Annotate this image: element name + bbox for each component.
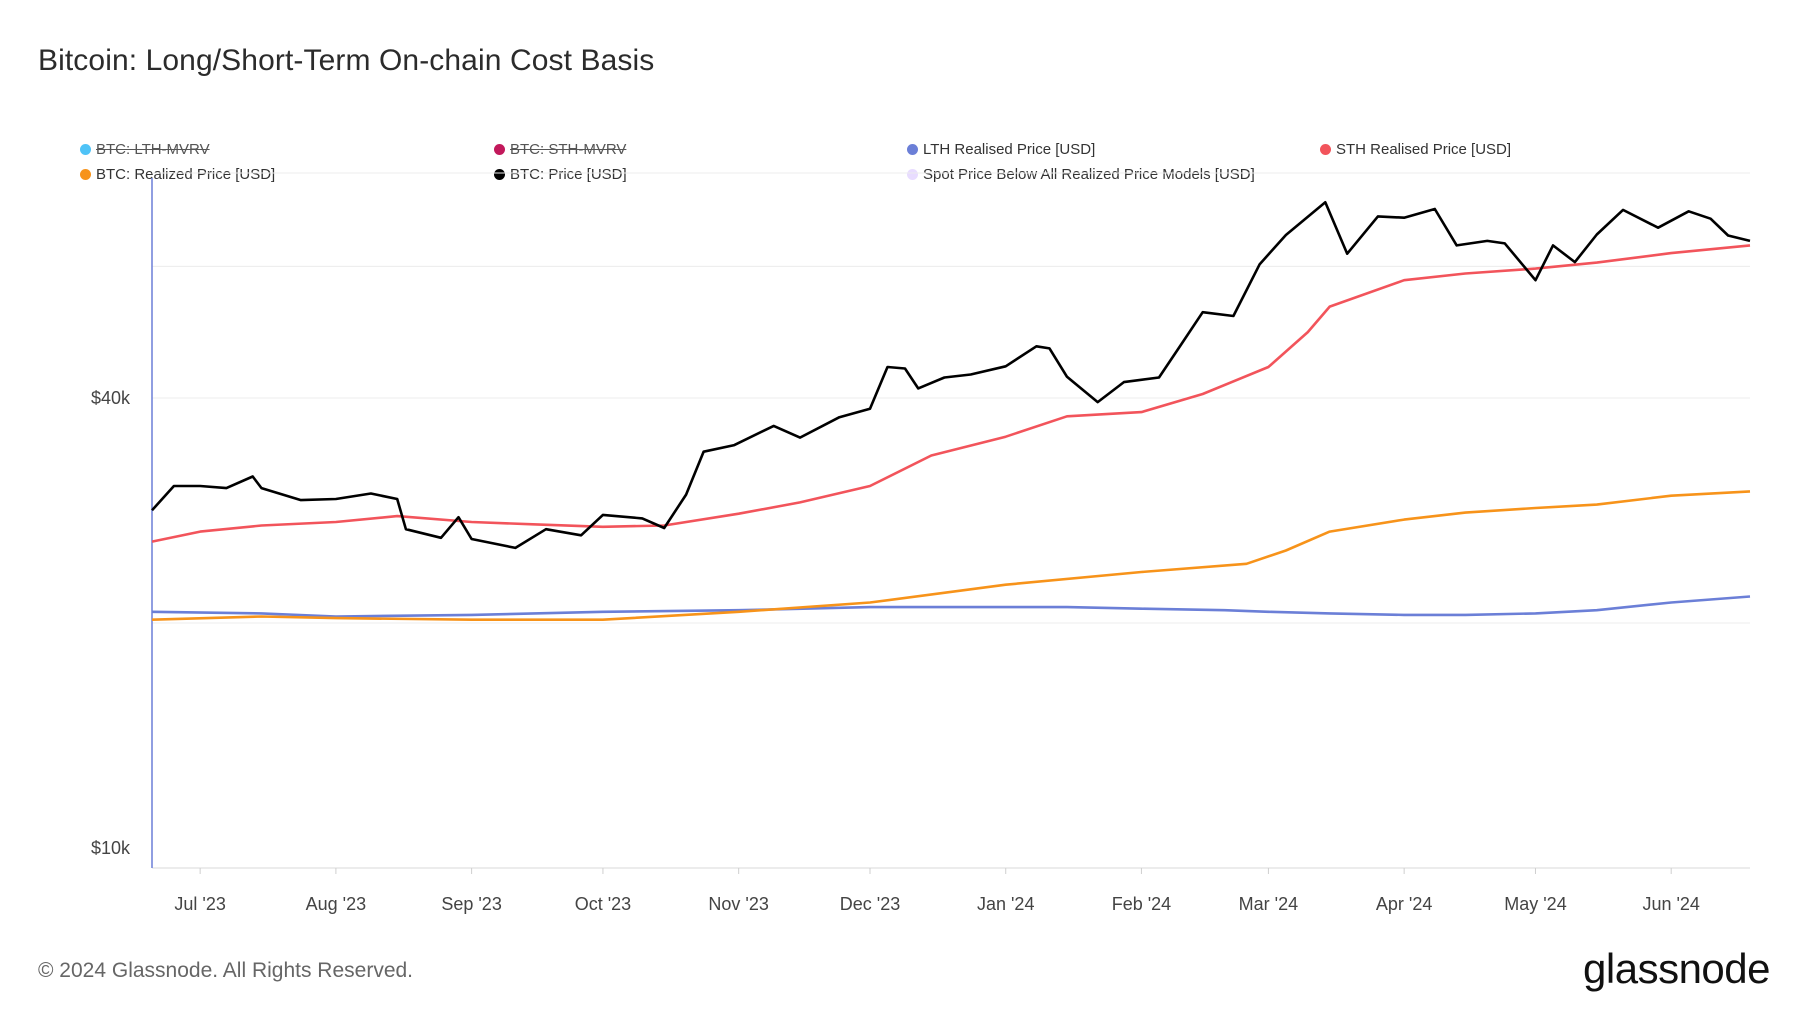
- x-tick-label: May '24: [1504, 894, 1566, 914]
- legend: BTC: LTH-MVRV BTC: STH-MVRV LTH Realised…: [0, 0, 1800, 200]
- legend-label: BTC: STH-MVRV: [510, 141, 627, 158]
- x-tick-label: Dec '23: [840, 894, 900, 914]
- x-tick-label: Jun '24: [1642, 894, 1699, 914]
- legend-label: STH Realised Price [USD]: [1336, 141, 1512, 158]
- legend-item-lth-mvrv[interactable]: BTC: LTH-MVRV: [80, 141, 210, 158]
- legend-dot-icon: [80, 144, 91, 155]
- y-tick-label: $10k: [91, 838, 131, 858]
- legend-item-realized-price[interactable]: BTC: Realized Price [USD]: [80, 166, 275, 183]
- legend-label: BTC: LTH-MVRV: [96, 141, 210, 158]
- legend-label: BTC: Realized Price [USD]: [96, 166, 276, 183]
- legend-dot-icon: [1320, 144, 1331, 155]
- x-tick-label: Aug '23: [306, 894, 367, 914]
- legend-label: LTH Realised Price [USD]: [923, 141, 1096, 158]
- chart-title: Bitcoin: Long/Short-Term On-chain Cost B…: [38, 44, 655, 77]
- x-tick-label: Jul '23: [174, 894, 225, 914]
- legend-label: Spot Price Below All Realized Price Mode…: [923, 166, 1255, 183]
- x-tick-label: Mar '24: [1239, 894, 1298, 914]
- series-line-lth-realised-price-usd: [151, 595, 1751, 618]
- series-line-btc-price-usd: [151, 201, 1751, 550]
- legend-dot-icon: [80, 169, 91, 180]
- x-tick-label: Feb '24: [1112, 894, 1171, 914]
- legend-item-sth-mvrv[interactable]: BTC: STH-MVRV: [494, 141, 626, 158]
- legend-dot-icon: [907, 169, 918, 180]
- legend-item-btc-price[interactable]: BTC: Price [USD]: [494, 166, 627, 183]
- series-line-btc-realized-price-usd: [151, 490, 1751, 621]
- glassnode-logo[interactable]: glassnode: [1583, 945, 1770, 992]
- x-tick-label: Oct '23: [575, 894, 631, 914]
- x-tick-label: Nov '23: [708, 894, 768, 914]
- legend-item-sth-realised-price[interactable]: STH Realised Price [USD]: [1320, 141, 1511, 158]
- x-tick-label: Sep '23: [441, 894, 502, 914]
- legend-label: BTC: Price [USD]: [510, 166, 627, 183]
- legend-dot-icon: [494, 144, 505, 155]
- legend-item-lth-realised-price[interactable]: LTH Realised Price [USD]: [907, 141, 1095, 158]
- x-tick-label: Jan '24: [977, 894, 1034, 914]
- legend-item-spot-below[interactable]: Spot Price Below All Realized Price Mode…: [907, 166, 1255, 183]
- legend-dot-icon: [907, 144, 918, 155]
- series-line-sth-realised-price-usd: [151, 244, 1751, 543]
- legend-dot-icon: [494, 169, 505, 180]
- y-tick-label: $40k: [91, 388, 131, 408]
- copyright-text: © 2024 Glassnode. All Rights Reserved.: [38, 959, 414, 982]
- x-tick-label: Apr '24: [1376, 894, 1432, 914]
